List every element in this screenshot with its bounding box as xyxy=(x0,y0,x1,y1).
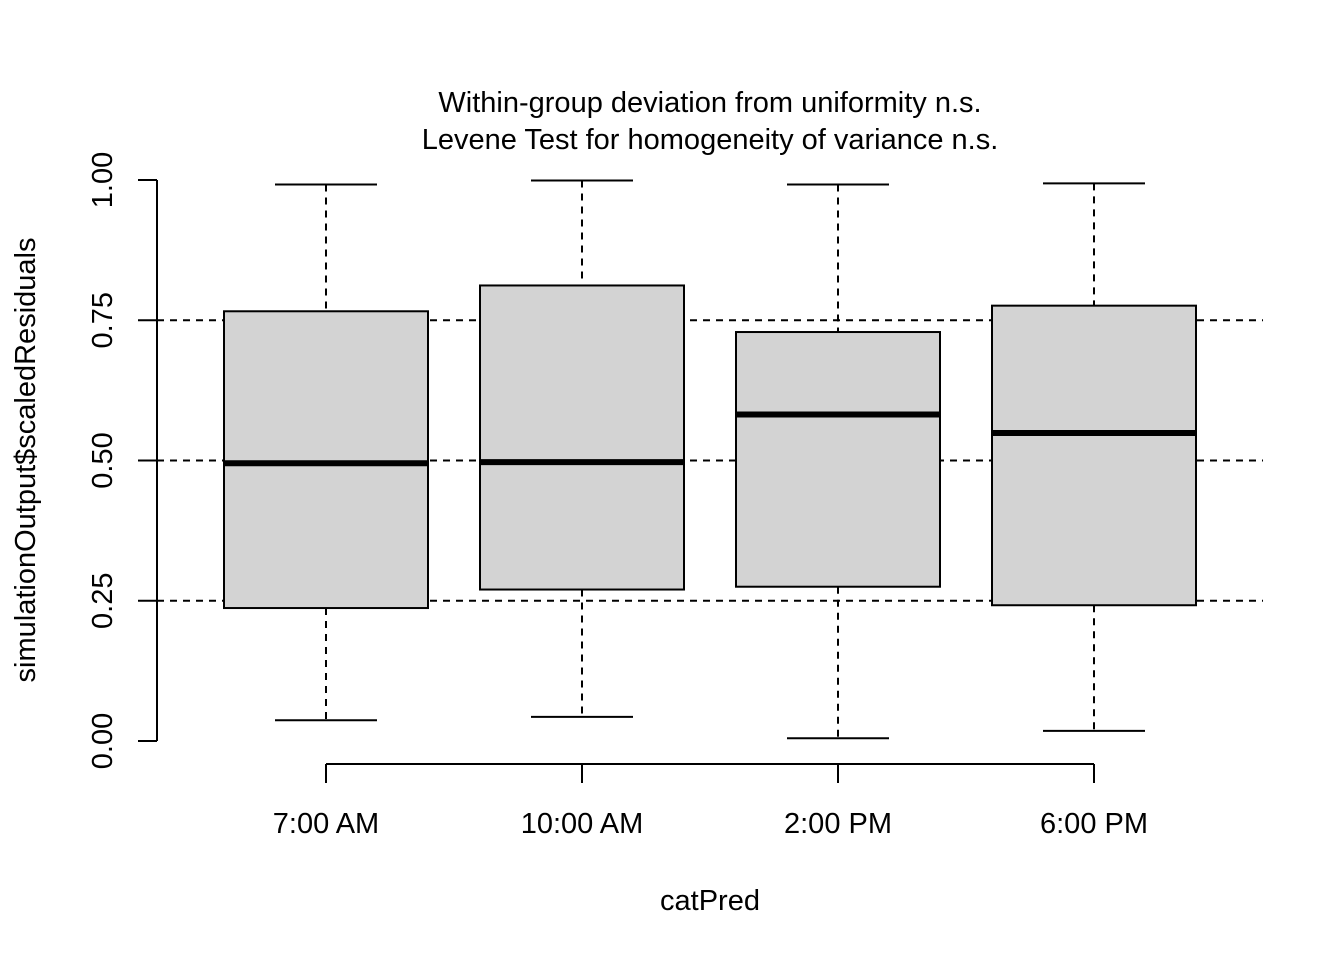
y-tick-label-0: 0.00 xyxy=(87,713,119,769)
y-axis-label: simulationOutput$scaledResiduals xyxy=(10,238,42,683)
iqr-box xyxy=(991,304,1197,607)
x-tick-label-0: 7:00 AM xyxy=(273,808,379,840)
box-1 xyxy=(479,179,685,718)
box-3 xyxy=(991,182,1197,732)
chart-title-line-1: Within-group deviation from uniformity n… xyxy=(438,87,981,119)
chart-title: Within-group deviation from uniformity n… xyxy=(422,87,999,156)
x-tick-label-3: 6:00 PM xyxy=(1040,808,1148,840)
iqr-box xyxy=(223,310,429,610)
x-tick-label-2: 2:00 PM xyxy=(784,808,892,840)
box-0 xyxy=(223,183,429,722)
x-axis-label: catPred xyxy=(660,885,760,917)
box-series xyxy=(223,179,1197,740)
y-tick-label-3: 0.75 xyxy=(87,292,119,348)
y-tick-label-4: 1.00 xyxy=(87,152,119,208)
x-axis: 7:00 AM 10:00 AM 2:00 PM 6:00 PM xyxy=(273,763,1148,840)
x-tick-label-1: 10:00 AM xyxy=(521,808,644,840)
iqr-box xyxy=(479,284,685,591)
y-tick-label-2: 0.50 xyxy=(87,432,119,488)
y-tick-label-1: 0.25 xyxy=(87,573,119,629)
box-2 xyxy=(735,183,941,740)
chart-title-line-2: Levene Test for homogeneity of variance … xyxy=(422,124,999,156)
iqr-box xyxy=(735,331,941,588)
y-axis: 0.00 0.25 0.50 0.75 1.00 xyxy=(87,152,158,769)
